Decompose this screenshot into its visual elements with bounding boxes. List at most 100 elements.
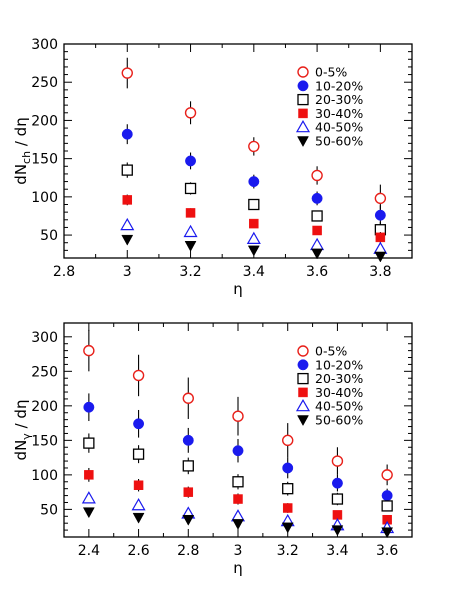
data-point (381, 490, 393, 502)
legend-label: 0-5% (315, 65, 347, 80)
x-tick-label: 3.2 (179, 264, 201, 280)
data-point (184, 182, 197, 195)
legend-entry: 20-30% (297, 92, 363, 107)
data-point (232, 476, 244, 488)
y-tick-label: 200 (31, 113, 58, 129)
legend-label: 50-60% (315, 413, 363, 428)
data-point (311, 248, 324, 260)
series-40-50% (120, 217, 388, 254)
data-point (133, 480, 144, 490)
y-axis-title-subscript: ch (20, 151, 33, 164)
legend-marker (297, 80, 309, 92)
legend-label: 40-50% (315, 399, 363, 414)
legend-entry: 50-60% (297, 413, 363, 428)
data-point (82, 507, 95, 519)
legend-marker (297, 359, 309, 371)
data-point (183, 224, 198, 238)
x-tick-label: 2.8 (53, 264, 75, 280)
legend-marker (298, 387, 308, 398)
legend-entry: 30-40% (298, 385, 363, 400)
data-point (232, 445, 244, 457)
legend-entry: 0-5% (297, 65, 347, 80)
data-point (374, 209, 386, 221)
legend-entry: 40-50% (295, 120, 363, 135)
data-point (132, 512, 145, 524)
data-point (310, 237, 325, 251)
data-point (83, 344, 95, 357)
legend-marker (297, 372, 309, 385)
y-tick-label: 100 (31, 190, 58, 206)
series-20-30% (83, 433, 393, 512)
y-tick-label: 150 (31, 152, 58, 168)
data-point (374, 192, 387, 205)
legend-label: 20-30% (315, 371, 363, 386)
series-30-40% (84, 467, 392, 525)
data-point (81, 491, 96, 504)
series-0-5% (83, 329, 393, 486)
data-point (185, 155, 196, 167)
y-axis-title-tail: / dη (12, 117, 30, 151)
legend-entry: 20-30% (297, 371, 363, 386)
data-point (232, 410, 244, 422)
legend-marker (297, 345, 309, 357)
legend-label: 50-60% (315, 134, 363, 149)
legend: 0-5%10-20%20-30%30-40%40-50%50-60% (295, 344, 363, 428)
data-point (248, 198, 260, 211)
data-point (182, 434, 194, 446)
data-point (246, 231, 261, 244)
data-point (281, 522, 294, 534)
data-point (331, 525, 344, 537)
data-point (331, 477, 343, 489)
data-point (282, 503, 293, 513)
data-point (184, 107, 197, 119)
legend-marker (298, 108, 308, 119)
y-axis-title-subscript: γ (20, 433, 33, 440)
legend-label: 0-5% (315, 344, 347, 359)
data-point (282, 483, 294, 495)
data-point (311, 210, 323, 222)
data-point (311, 169, 323, 182)
data-point (381, 500, 393, 512)
series-10-20% (83, 393, 393, 503)
legend-label: 30-40% (315, 385, 363, 400)
y-tick-label: 100 (31, 468, 58, 484)
data-point (182, 460, 194, 472)
data-point (233, 494, 243, 504)
x-tick-label: 3.4 (243, 264, 265, 280)
data-point (247, 245, 260, 257)
data-point (185, 208, 196, 218)
data-point (282, 434, 294, 447)
x-axis-title: η (233, 280, 243, 298)
y-tick-label: 300 (31, 37, 58, 53)
data-point (331, 493, 344, 505)
legend: 0-5%10-20%20-30%30-40%40-50%50-60% (295, 65, 363, 149)
x-axis-title: η (233, 559, 243, 577)
legend-entry: 30-40% (298, 106, 363, 121)
series-50-60% (121, 234, 387, 263)
x-tick-label: 3 (234, 543, 243, 559)
data-point (132, 369, 145, 382)
bottom-panel-eta-dngamma: 2.4 2.6 2.8 3 3.2 3.4 3.6 50 100 150 200 250 300 η dNγ… (12, 322, 413, 577)
legend-entry: 10-20% (297, 78, 363, 93)
y-tick-label: 150 (31, 433, 58, 449)
data-point (131, 498, 146, 511)
y-axis-title: dNch / dη (12, 117, 33, 184)
legend-entry: 50-60% (297, 134, 363, 149)
data-point (121, 164, 133, 176)
x-tick-label: 2.6 (127, 543, 149, 559)
data-point (83, 401, 95, 413)
data-point (184, 241, 197, 252)
plot-frame (63, 43, 413, 259)
legend-entry: 0-5% (297, 344, 347, 359)
y-tick-label: 250 (31, 75, 58, 91)
y-tick-label: 50 (40, 502, 58, 518)
data-point (312, 225, 322, 236)
data-point (121, 67, 133, 79)
data-point (182, 392, 194, 404)
legend-marker (297, 415, 309, 427)
legend-marker (295, 398, 311, 412)
data-point (375, 232, 386, 243)
x-tick-label: 3.8 (369, 264, 391, 280)
y-tick-label: 50 (40, 228, 58, 244)
